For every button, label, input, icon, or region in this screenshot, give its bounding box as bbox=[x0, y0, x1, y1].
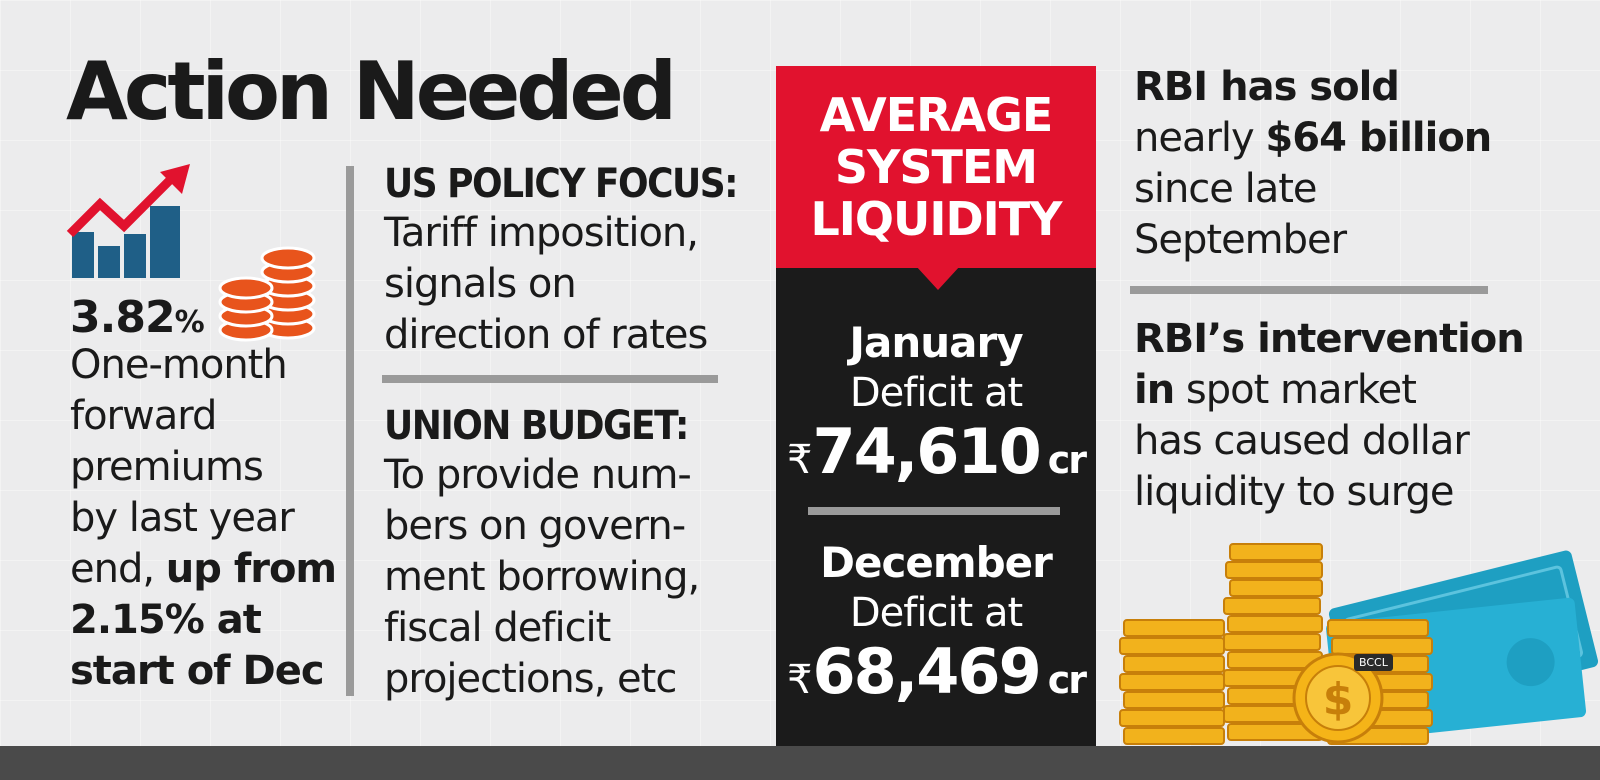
rbi-sold-line-3: since late bbox=[1134, 166, 1318, 212]
rbi-sold-line-2-bold: $64 billion bbox=[1265, 115, 1492, 161]
january-label: January bbox=[849, 318, 1023, 367]
rbi-sold-line-2-normal: nearly bbox=[1134, 115, 1266, 161]
coin-stack-icon bbox=[218, 246, 316, 342]
rbi-intervention-line-3: has caused dollar bbox=[1134, 418, 1470, 464]
union-budget-line-1: To provide num- bbox=[384, 452, 692, 498]
watermark-badge: BCCL bbox=[1354, 654, 1393, 671]
december-deficit-amount: ₹68,469 cr bbox=[776, 638, 1096, 714]
december-currency: ₹ bbox=[787, 657, 812, 703]
forward-premium-block: 3.82% One-month forward premiums by last… bbox=[70, 296, 350, 697]
rbi-intervention-line-2-normal: spot market bbox=[1174, 367, 1417, 413]
page-title: Action Needed bbox=[66, 45, 677, 138]
vertical-divider bbox=[346, 166, 354, 696]
horizontal-divider bbox=[382, 375, 718, 383]
growth-chart-icon bbox=[66, 164, 190, 278]
gold-coins-icon bbox=[1119, 543, 1433, 745]
union-budget-line-2: bers on govern- bbox=[384, 503, 686, 549]
rbi-intervention-block: RBI’s intervention in spot market has ca… bbox=[1134, 314, 1554, 518]
union-budget-line-3: ment borrowing, bbox=[384, 554, 700, 600]
january-amount-value: 74,610 bbox=[812, 415, 1041, 488]
january-unit: cr bbox=[1047, 438, 1087, 482]
premium-line-5: end, up from bbox=[70, 544, 350, 595]
liquidity-title: AVERAGE SYSTEM LIQUIDITY bbox=[810, 88, 1063, 246]
liquidity-header-pointer bbox=[916, 266, 960, 290]
us-policy-block: US POLICY FOCUS: Tariff imposition, sign… bbox=[384, 160, 744, 361]
liquidity-header: AVERAGE SYSTEM LIQUIDITY bbox=[776, 66, 1096, 268]
premium-percent: 3.82% bbox=[70, 296, 350, 340]
svg-text:$: $ bbox=[1323, 674, 1354, 725]
union-budget-line-5: projections, etc bbox=[384, 656, 677, 702]
premium-percent-value: 3.82 bbox=[70, 292, 176, 343]
premium-line-7: start of Dec bbox=[70, 648, 325, 694]
rbi-sold-line-4: September bbox=[1134, 217, 1347, 263]
rbi-intervention-line-1: RBI’s intervention bbox=[1134, 316, 1525, 362]
rbi-sold-line-2: nearly $64 billion bbox=[1134, 113, 1554, 164]
january-deficit-label: Deficit at bbox=[849, 370, 1023, 416]
rbi-intervention-line-2-bold: in bbox=[1134, 367, 1175, 413]
rbi-sold-block: RBI has sold nearly $64 billion since la… bbox=[1134, 62, 1554, 266]
december-label: December bbox=[820, 538, 1053, 587]
rbi-sold-line-1: RBI has sold bbox=[1134, 64, 1400, 110]
premium-line-4: by last year bbox=[70, 495, 295, 541]
premium-percent-sign: % bbox=[174, 305, 205, 340]
union-budget-line-4: fiscal deficit bbox=[384, 605, 611, 651]
january-liquidity: January Deficit at ₹74,610 cr bbox=[776, 318, 1096, 494]
bottom-bar bbox=[0, 746, 1600, 780]
rbi-intervention-line-2: in spot market bbox=[1134, 365, 1554, 416]
rbi-intervention-line-4: liquidity to surge bbox=[1134, 469, 1454, 515]
january-deficit-amount: ₹74,610 cr bbox=[776, 418, 1096, 494]
premium-line-3: premiums bbox=[70, 444, 264, 490]
premium-line-5-bold: up from bbox=[165, 546, 337, 592]
rbi-divider bbox=[1130, 286, 1488, 294]
us-policy-line-1: Tariff imposition, bbox=[384, 210, 699, 256]
premium-line-5-normal: end, bbox=[70, 546, 166, 592]
us-policy-line-3: direction of rates bbox=[384, 312, 708, 358]
us-policy-line-2: signals on bbox=[384, 261, 577, 307]
premium-line-1: One-month bbox=[70, 342, 288, 388]
december-deficit-label: Deficit at bbox=[849, 590, 1023, 636]
union-budget-block: UNION BUDGET: To provide num- bers on go… bbox=[384, 402, 744, 705]
union-budget-heading: UNION BUDGET: bbox=[384, 403, 689, 449]
premium-line-6: 2.15% at bbox=[70, 597, 262, 643]
december-unit: cr bbox=[1047, 658, 1087, 702]
january-currency: ₹ bbox=[787, 437, 812, 483]
december-amount-value: 68,469 bbox=[812, 635, 1041, 708]
dollar-coin-icon: $ bbox=[1292, 652, 1384, 744]
liquidity-divider bbox=[808, 507, 1060, 515]
premium-line-2: forward bbox=[70, 393, 217, 439]
december-liquidity: December Deficit at ₹68,469 cr bbox=[776, 538, 1096, 714]
us-policy-heading: US POLICY FOCUS: bbox=[384, 161, 739, 207]
